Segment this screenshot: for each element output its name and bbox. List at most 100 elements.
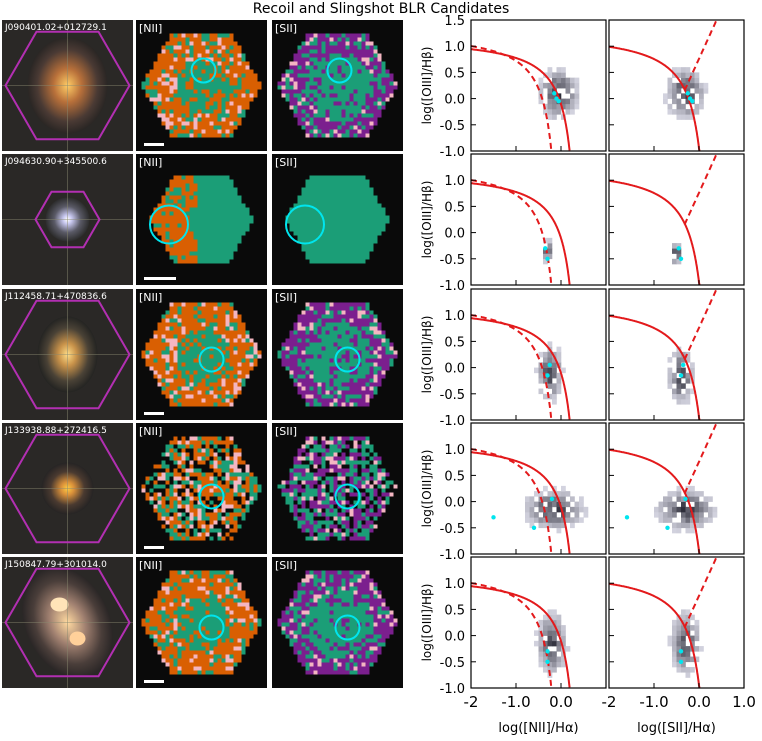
spaxel [345,516,350,521]
spaxel [169,57,174,62]
spaxel [337,318,342,323]
spaxel [221,382,226,387]
spaxel [349,195,354,200]
spaxel [349,460,354,465]
density-bin [552,388,557,395]
spaxel [313,183,318,188]
spaxel [161,594,166,599]
spaxel [345,211,350,216]
spaxel [337,187,342,192]
spaxel [333,524,338,529]
spaxel [345,61,350,66]
density-bin [685,77,691,84]
sii-label: [SII] [275,425,297,438]
spaxel [361,231,366,236]
spaxel [213,101,218,106]
spaxel [193,610,198,615]
spaxel [193,480,198,485]
spaxel [173,85,178,90]
spaxel [177,97,182,102]
spaxel [317,378,322,383]
y-tick-label: 0.0 [444,496,465,511]
spaxel [161,77,166,82]
spaxel [313,69,318,74]
spaxel [225,488,230,493]
spaxel [245,508,250,513]
spaxel [221,460,226,465]
spaxel [305,378,310,383]
spaxel [301,231,306,236]
density-bin [538,491,544,497]
spaxel [233,97,238,102]
spaxel [209,374,214,379]
spaxel [193,326,198,331]
spaxel [349,390,354,395]
spaxel [189,133,194,138]
spaxel [149,77,154,82]
spaxel [169,622,174,627]
spaxel [141,484,146,489]
spaxel [357,398,362,403]
spaxel [217,125,222,130]
spaxel [333,394,338,399]
density-bin [672,82,677,89]
spaxel [345,37,350,42]
spaxel [165,472,170,477]
density-bin [547,98,553,105]
spaxel [329,448,334,453]
spaxel [329,239,334,244]
spaxel [209,129,214,134]
spaxel [317,199,322,204]
spaxel [369,77,374,82]
spaxel [177,231,182,236]
spaxel [201,302,206,307]
spaxel [225,251,230,256]
spaxel [341,125,346,130]
spaxel [313,334,318,339]
spaxel [205,362,210,367]
spaxel [313,306,318,311]
spaxel [193,175,198,180]
spaxel [197,187,202,192]
spaxel [189,578,194,583]
spaxel [173,440,178,445]
spaxel [277,350,282,355]
spaxel [233,578,238,583]
spaxel [361,133,366,138]
spaxel [185,610,190,615]
spaxel [333,235,338,240]
spaxel [293,338,298,343]
spaxel [285,97,290,102]
spaxel [353,398,358,403]
spaxel [225,227,230,232]
spaxel [229,49,234,54]
spaxel [285,346,290,351]
spaxel [209,306,214,311]
spaxel [365,81,370,86]
spaxel [301,330,306,335]
spaxel [321,41,326,46]
spaxel [317,504,322,509]
spaxel [337,500,342,505]
spaxel [341,227,346,232]
spaxel [341,187,346,192]
density-bin [552,496,557,502]
spaxel [161,378,166,383]
spaxel [181,444,186,449]
density-bin [556,351,562,358]
spaxel [197,318,202,323]
spaxel [357,476,362,481]
spaxel [221,57,226,62]
spaxel [189,440,194,445]
spaxel [145,480,150,485]
spaxel [169,101,174,106]
spaxel [217,448,222,453]
spaxel [173,532,178,537]
spaxel [189,121,194,126]
spaxel [357,524,362,529]
spaxel [385,350,390,355]
spaxel [321,480,326,485]
spaxel [173,516,178,521]
spaxel [157,590,162,595]
spaxel [345,394,350,399]
